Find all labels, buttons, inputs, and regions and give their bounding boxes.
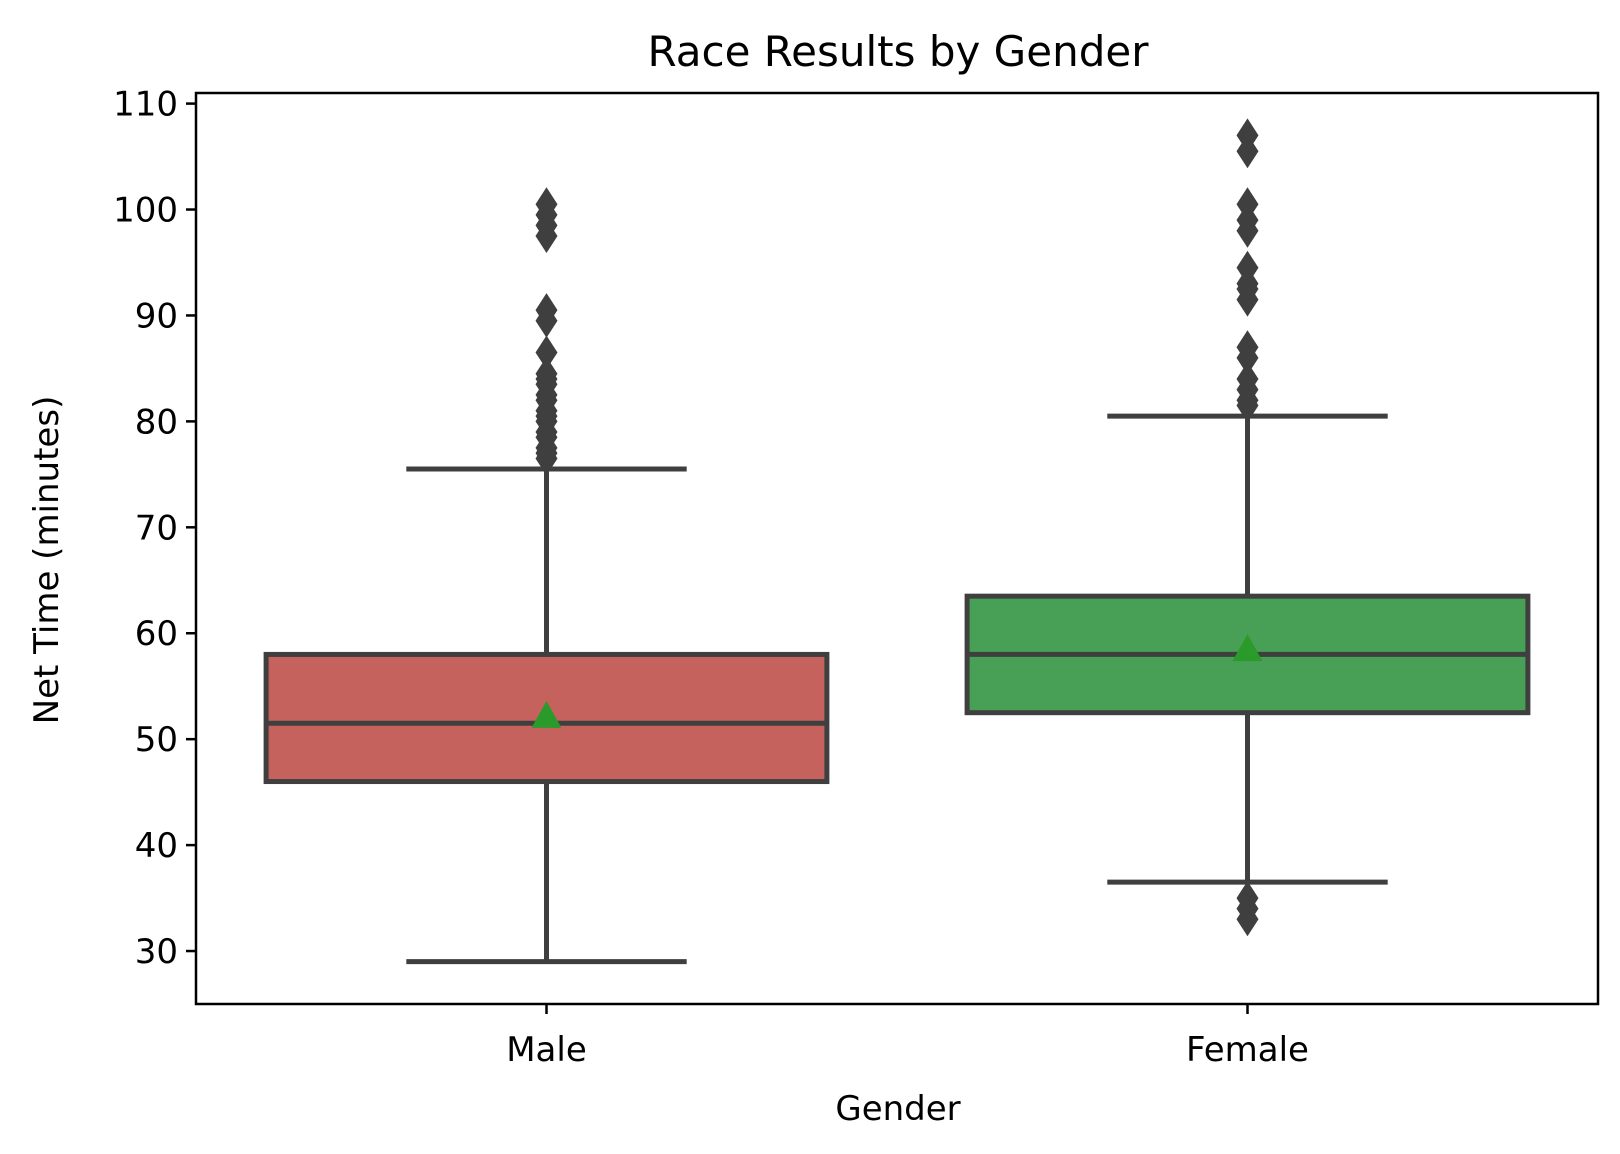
outlier-point bbox=[536, 336, 558, 370]
y-tick-label: 80 bbox=[135, 402, 178, 442]
chart-title: Race Results by Gender bbox=[648, 27, 1150, 76]
y-axis-label: Net Time (minutes) bbox=[27, 396, 67, 725]
plot-area bbox=[196, 93, 1598, 1004]
y-tick-label: 70 bbox=[135, 508, 178, 548]
y-tick-label: 100 bbox=[113, 191, 178, 231]
y-tick-label: 110 bbox=[113, 85, 178, 125]
box-series bbox=[266, 118, 1528, 961]
y-tick-label: 90 bbox=[135, 296, 178, 336]
x-axis: Male Female bbox=[506, 1004, 1309, 1070]
y-axis: 30 40 50 60 70 80 90 100 110 bbox=[113, 85, 196, 972]
y-tick-label: 40 bbox=[135, 826, 178, 866]
y-tick-label: 60 bbox=[135, 614, 178, 654]
x-tick-label: Male bbox=[506, 1030, 587, 1070]
y-tick-label: 50 bbox=[135, 720, 178, 760]
x-axis-label: Gender bbox=[835, 1089, 960, 1129]
y-tick-label: 30 bbox=[135, 932, 178, 972]
box-group-male bbox=[266, 187, 827, 961]
x-tick-label: Female bbox=[1186, 1030, 1309, 1070]
box-group-female bbox=[967, 118, 1528, 936]
